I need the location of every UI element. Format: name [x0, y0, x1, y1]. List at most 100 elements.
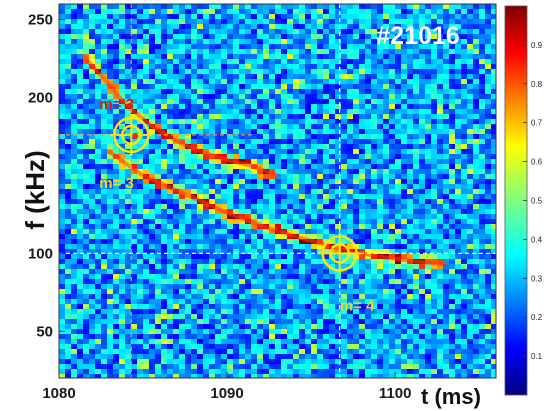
heatmap-cell	[467, 234, 473, 239]
heatmap-cell	[203, 104, 209, 109]
heatmap-cell	[329, 74, 335, 79]
heatmap-cell	[125, 269, 131, 274]
heatmap-cell	[233, 74, 239, 79]
heatmap-cell	[269, 99, 275, 104]
heatmap-cell	[395, 154, 401, 159]
heatmap-cell	[83, 174, 89, 179]
heatmap-cell	[71, 69, 77, 74]
heatmap-cell	[491, 239, 496, 244]
heatmap-cell	[365, 109, 371, 114]
heatmap-cell	[329, 239, 335, 244]
heatmap-cell	[113, 264, 119, 269]
heatmap-cell	[119, 249, 125, 254]
heatmap-cell	[263, 239, 269, 244]
heatmap-cell	[137, 209, 143, 214]
heatmap-cell	[275, 234, 281, 239]
heatmap-cell	[221, 14, 227, 19]
heatmap-cell	[449, 204, 455, 209]
heatmap-cell	[65, 189, 71, 194]
heatmap-cell	[131, 84, 137, 89]
heatmap-cell	[161, 159, 167, 164]
heatmap-cell	[485, 249, 491, 254]
heatmap-cell	[347, 49, 353, 54]
heatmap-cell	[317, 24, 323, 29]
heatmap-cell	[377, 264, 383, 269]
heatmap-cell	[155, 69, 161, 74]
heatmap-cell	[107, 19, 113, 24]
heatmap-cell	[131, 284, 137, 289]
heatmap-cell	[209, 249, 215, 254]
heatmap-cell	[359, 174, 365, 179]
heatmap-cell	[251, 324, 257, 329]
heatmap-cell	[125, 229, 131, 234]
heatmap-cell	[317, 49, 323, 54]
heatmap-cell	[395, 244, 401, 249]
heatmap-cell	[317, 19, 323, 24]
heatmap-cell	[89, 114, 95, 119]
heatmap-cell	[65, 54, 71, 59]
heatmap-cell	[143, 344, 149, 349]
heatmap-cell	[107, 329, 113, 334]
heatmap-cell	[203, 254, 209, 259]
heatmap-cell	[143, 149, 149, 154]
heatmap-cell	[317, 99, 323, 104]
heatmap-cell	[425, 274, 431, 279]
heatmap-cell	[155, 194, 161, 199]
heatmap-cell	[347, 79, 353, 84]
heatmap-cell	[389, 304, 395, 309]
heatmap-cell	[83, 204, 89, 209]
heatmap-cell	[347, 214, 353, 219]
heatmap-cell	[365, 69, 371, 74]
heatmap-cell	[197, 264, 203, 269]
heatmap-cell	[71, 59, 77, 64]
heatmap-cell	[269, 204, 275, 209]
heatmap-cell	[245, 344, 251, 349]
heatmap-cell	[125, 89, 131, 94]
heatmap-cell	[173, 279, 179, 284]
heatmap-cell	[425, 289, 431, 294]
heatmap-cell	[329, 269, 335, 274]
heatmap-cell	[89, 334, 95, 339]
heatmap-cell	[335, 339, 341, 344]
heatmap-cell	[341, 69, 347, 74]
heatmap-cell	[59, 59, 65, 64]
heatmap-cell	[161, 299, 167, 304]
heatmap-cell	[59, 124, 65, 129]
heatmap-cell	[377, 9, 383, 14]
heatmap-cell	[83, 334, 89, 339]
heatmap-cell	[449, 59, 455, 64]
heatmap-cell	[377, 109, 383, 114]
heatmap-cell	[449, 314, 455, 319]
heatmap-cell	[227, 54, 233, 59]
heatmap-cell	[179, 249, 185, 254]
heatmap-cell	[323, 39, 329, 44]
heatmap-cell	[311, 334, 317, 339]
heatmap-cell	[491, 339, 496, 344]
heatmap-cell	[167, 194, 173, 199]
heatmap-cell	[281, 309, 287, 314]
heatmap-cell	[479, 109, 485, 114]
heatmap-cell	[215, 219, 221, 224]
heatmap-cell	[215, 109, 221, 114]
heatmap-cell	[113, 179, 119, 184]
heatmap-cell	[137, 49, 143, 54]
heatmap-cell	[173, 164, 179, 169]
heatmap-cell	[155, 79, 161, 84]
heatmap-cell	[263, 109, 269, 114]
heatmap-cell	[335, 69, 341, 74]
heatmap-cell	[83, 24, 89, 29]
heatmap-cell	[59, 314, 65, 319]
heatmap-cell	[215, 269, 221, 274]
heatmap-cell	[329, 109, 335, 114]
heatmap-cell	[479, 14, 485, 19]
heatmap-cell	[443, 274, 449, 279]
heatmap-cell	[89, 34, 95, 39]
heatmap-cell	[401, 199, 407, 204]
heatmap-cell	[125, 274, 131, 279]
heatmap-cell	[77, 169, 83, 174]
heatmap-cell	[485, 109, 491, 114]
heatmap-cell	[227, 94, 233, 99]
heatmap-cell	[437, 44, 443, 49]
heatmap-cell	[419, 319, 425, 324]
heatmap-cell	[431, 84, 437, 89]
